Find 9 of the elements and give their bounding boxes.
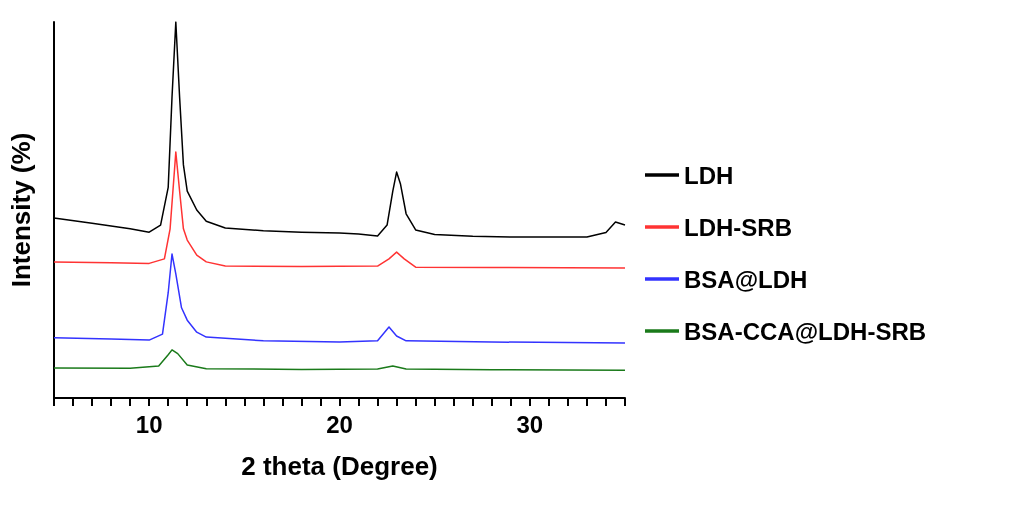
x-axis-title: 2 theta (Degree) — [241, 451, 438, 481]
x-tick-label: 20 — [326, 410, 353, 438]
x-tick-label: 30 — [516, 410, 544, 438]
legend-label: BSA@LDH — [684, 265, 808, 293]
y-axis-title: Intensity (%) — [6, 132, 36, 288]
x-tick-label: 10 — [135, 410, 163, 438]
legend-label: LDH — [684, 161, 734, 189]
legend-label: LDH-SRB — [684, 213, 792, 241]
legend-label: BSA-CCA@LDH-SRB — [684, 317, 927, 345]
